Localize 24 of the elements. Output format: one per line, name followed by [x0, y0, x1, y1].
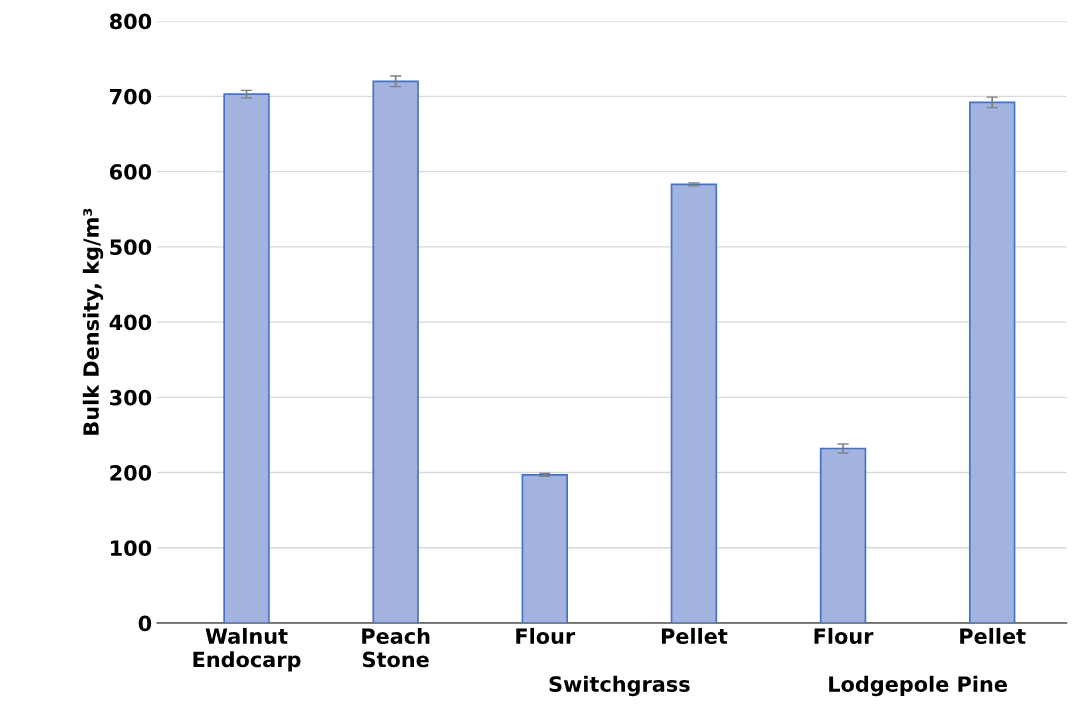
bar	[819, 447, 867, 624]
y-tick-label: 800	[109, 13, 152, 30]
bar	[521, 473, 568, 624]
text: Switchgrass	[549, 675, 690, 697]
y-tick-label: 500	[110, 239, 152, 256]
x-tick-label: Pellet	[661, 627, 728, 645]
y-tick-label: 600	[109, 164, 152, 180]
y-tick-label: 200	[110, 465, 152, 481]
y-tick-label: 100	[111, 540, 152, 557]
text: Lodgepole Pine	[829, 675, 1007, 697]
x-tick-label: Walnut Endocarp	[193, 627, 301, 672]
bar	[670, 183, 718, 624]
x-tick-label: Pellet	[960, 627, 1026, 645]
bar	[223, 93, 270, 624]
y-tick-label: 400	[109, 314, 152, 331]
y-tick-label: 300	[110, 389, 152, 406]
x-tick-label: Peach Stone	[362, 627, 430, 668]
x-tick-label: Flour	[516, 627, 576, 645]
bar	[372, 80, 419, 624]
y-axis-title: Bulk Density, kg/m³	[82, 208, 104, 435]
bar	[968, 101, 1016, 624]
x-tick-label: Flour	[814, 627, 874, 645]
y-tick-label: 700	[110, 88, 152, 105]
y-tick-label: 0	[138, 615, 152, 632]
